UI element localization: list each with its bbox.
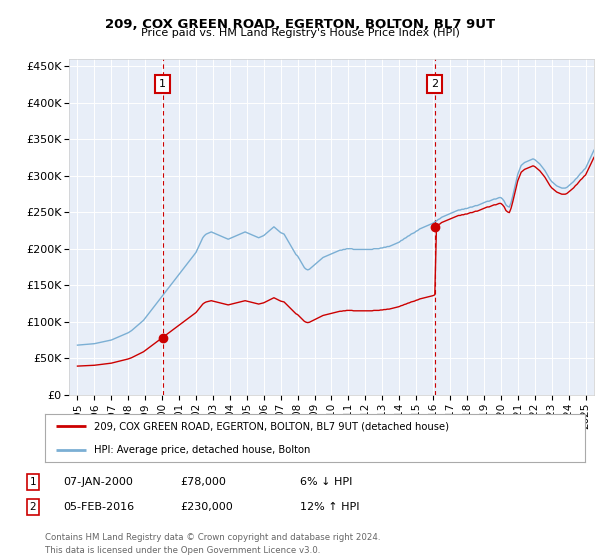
Text: HPI: Average price, detached house, Bolton: HPI: Average price, detached house, Bolt… [94,445,310,455]
Text: £78,000: £78,000 [180,477,226,487]
Text: 6% ↓ HPI: 6% ↓ HPI [300,477,352,487]
Text: 1: 1 [160,80,166,90]
Text: 1: 1 [29,477,37,487]
Text: 2: 2 [431,80,439,90]
Text: Price paid vs. HM Land Registry's House Price Index (HPI): Price paid vs. HM Land Registry's House … [140,28,460,38]
Text: 12% ↑ HPI: 12% ↑ HPI [300,502,359,512]
Text: 2: 2 [29,502,37,512]
Text: £230,000: £230,000 [180,502,233,512]
Text: 209, COX GREEN ROAD, EGERTON, BOLTON, BL7 9UT: 209, COX GREEN ROAD, EGERTON, BOLTON, BL… [105,18,495,31]
Text: 05-FEB-2016: 05-FEB-2016 [63,502,134,512]
Text: 07-JAN-2000: 07-JAN-2000 [63,477,133,487]
Text: Contains HM Land Registry data © Crown copyright and database right 2024.
This d: Contains HM Land Registry data © Crown c… [45,533,380,554]
Text: 209, COX GREEN ROAD, EGERTON, BOLTON, BL7 9UT (detached house): 209, COX GREEN ROAD, EGERTON, BOLTON, BL… [94,421,449,431]
